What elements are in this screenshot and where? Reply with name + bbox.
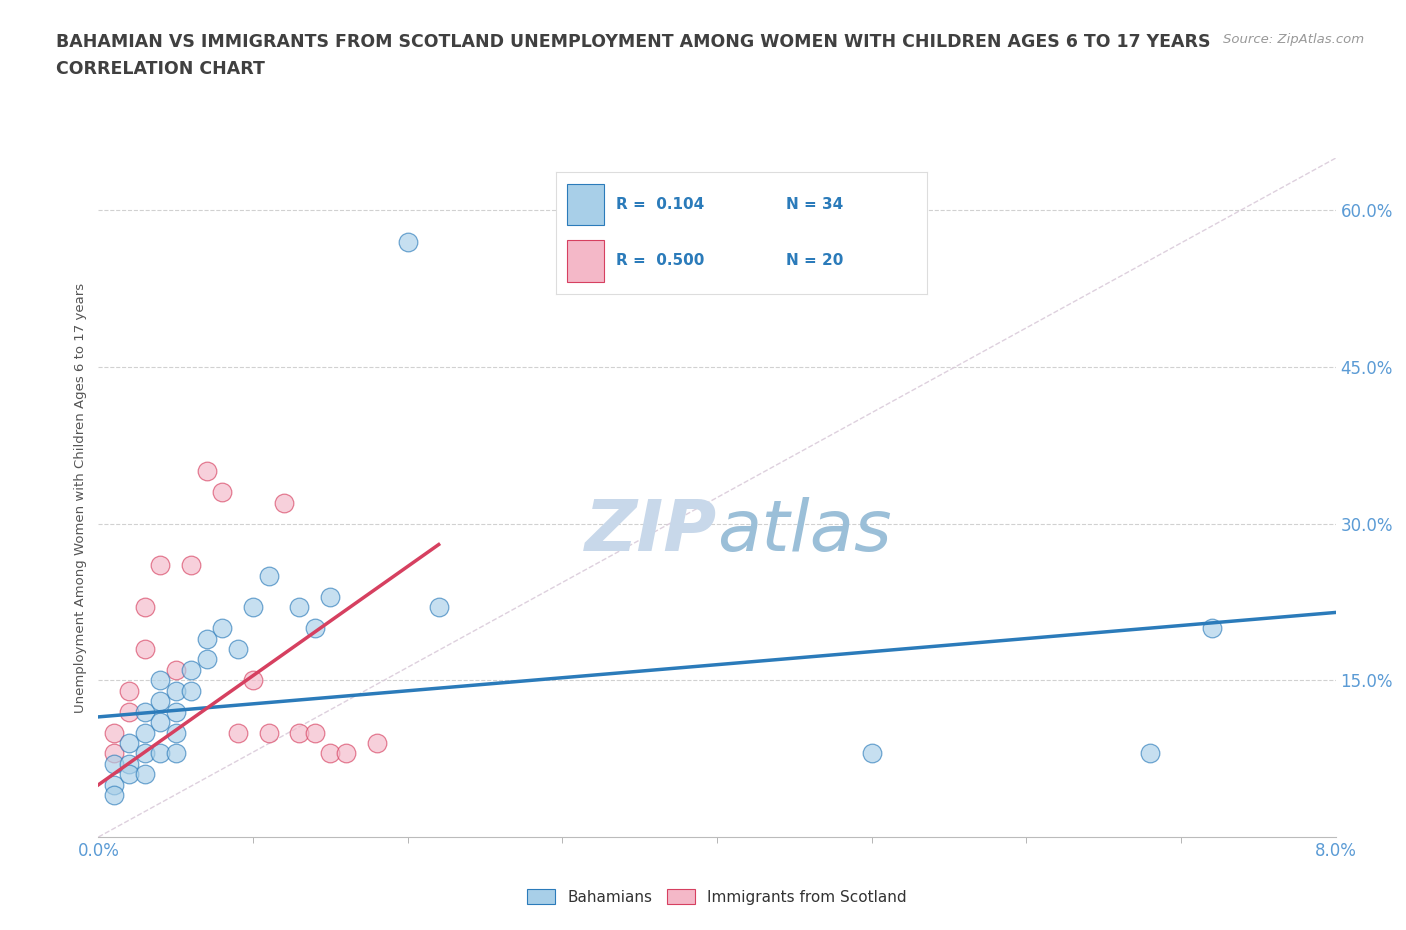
Point	[103, 725, 125, 740]
Point	[149, 746, 172, 761]
Point	[118, 756, 141, 771]
Point	[1201, 620, 1223, 635]
Y-axis label: Unemployment Among Women with Children Ages 6 to 17 years: Unemployment Among Women with Children A…	[75, 283, 87, 712]
Text: ZIP: ZIP	[585, 497, 717, 566]
Point	[180, 684, 202, 698]
Point	[134, 704, 156, 719]
Point	[118, 684, 141, 698]
Point	[149, 673, 172, 688]
Point	[118, 767, 141, 782]
Point	[319, 746, 342, 761]
Point	[103, 756, 125, 771]
Text: BAHAMIAN VS IMMIGRANTS FROM SCOTLAND UNEMPLOYMENT AMONG WOMEN WITH CHILDREN AGES: BAHAMIAN VS IMMIGRANTS FROM SCOTLAND UNE…	[56, 33, 1211, 50]
Text: CORRELATION CHART: CORRELATION CHART	[56, 60, 266, 78]
Point	[396, 234, 419, 249]
Point	[118, 704, 141, 719]
Point	[288, 725, 311, 740]
Legend: Bahamians, Immigrants from Scotland: Bahamians, Immigrants from Scotland	[522, 883, 912, 910]
Point	[242, 600, 264, 615]
Point	[149, 714, 172, 729]
Point	[319, 590, 342, 604]
Point	[1139, 746, 1161, 761]
Point	[134, 725, 156, 740]
Text: Source: ZipAtlas.com: Source: ZipAtlas.com	[1223, 33, 1364, 46]
Point	[180, 662, 202, 677]
Point	[165, 725, 187, 740]
Point	[288, 600, 311, 615]
Point	[149, 558, 172, 573]
Point	[134, 746, 156, 761]
Point	[118, 736, 141, 751]
Point	[242, 673, 264, 688]
Point	[273, 496, 295, 511]
Point	[103, 788, 125, 803]
Point	[165, 704, 187, 719]
Point	[226, 642, 249, 657]
Point	[103, 746, 125, 761]
Point	[304, 725, 326, 740]
Point	[335, 746, 357, 761]
Point	[366, 736, 388, 751]
Text: atlas: atlas	[717, 497, 891, 566]
Point	[134, 642, 156, 657]
Point	[226, 725, 249, 740]
Point	[195, 631, 218, 646]
Point	[211, 485, 233, 499]
Point	[165, 746, 187, 761]
Point	[180, 558, 202, 573]
Point	[195, 652, 218, 667]
Point	[257, 725, 280, 740]
Point	[134, 767, 156, 782]
Point	[149, 694, 172, 709]
Point	[304, 620, 326, 635]
Point	[134, 600, 156, 615]
Point	[165, 662, 187, 677]
Point	[427, 600, 450, 615]
Point	[257, 568, 280, 583]
Point	[211, 620, 233, 635]
Point	[165, 684, 187, 698]
Point	[103, 777, 125, 792]
Point	[860, 746, 883, 761]
Point	[195, 464, 218, 479]
